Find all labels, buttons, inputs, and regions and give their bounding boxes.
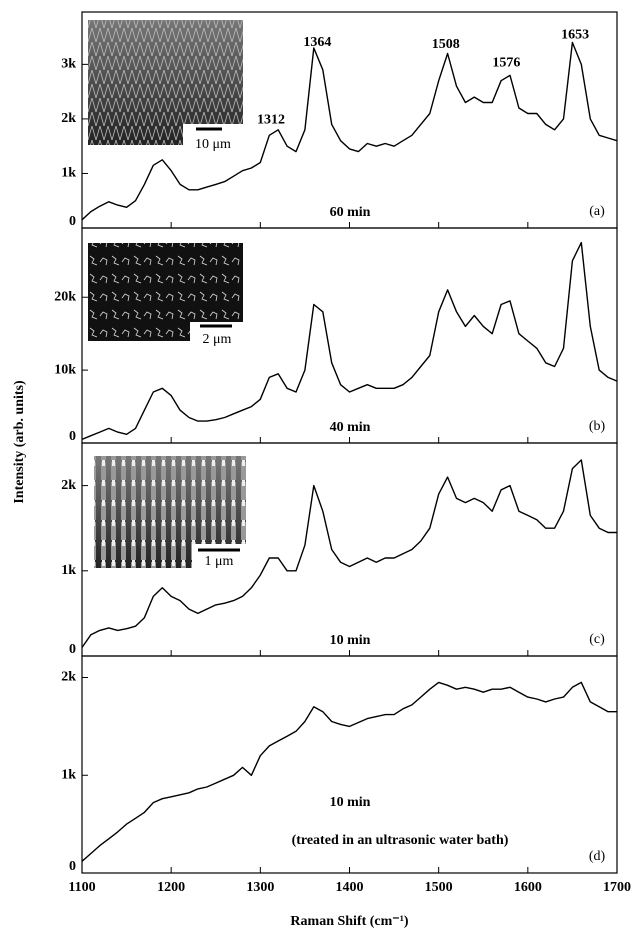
x-tick-label: 1300 xyxy=(246,880,274,895)
panel-label: (d) xyxy=(589,849,606,864)
x-tick-label: 1200 xyxy=(157,880,185,895)
x-tick-label: 1600 xyxy=(514,880,542,895)
y-axis-label: Intensity (arb. units) xyxy=(12,380,27,504)
spectrum-line xyxy=(81,241,618,441)
inset-b xyxy=(88,243,243,352)
y-tick-label: 2k xyxy=(61,111,76,126)
peak-label: 1508 xyxy=(432,37,460,52)
peak-label: 1576 xyxy=(492,56,520,71)
y-tick-label: 10k xyxy=(54,362,76,377)
y-tick-label: 1k xyxy=(61,767,76,782)
inset-scale-label: 1 μm xyxy=(205,554,234,569)
x-tick-label: 1100 xyxy=(68,880,95,895)
annotation: 40 min xyxy=(330,420,371,435)
inset-a xyxy=(88,20,243,156)
x-tick-label: 1400 xyxy=(336,880,364,895)
spectrum-line xyxy=(81,681,617,862)
inset-c xyxy=(94,456,246,574)
spectrum-line xyxy=(81,41,618,221)
y-tick-label: 1k xyxy=(61,563,76,578)
y-tick-label: 0 xyxy=(69,642,76,657)
annotation: 60 min xyxy=(330,205,371,220)
y-tick-label: 2k xyxy=(61,670,76,685)
note: (treated in an ultrasonic water bath) xyxy=(292,833,509,848)
inset-scale-label: 10 μm xyxy=(195,137,231,152)
y-tick-label: 20k xyxy=(54,289,76,304)
panel-label: (a) xyxy=(589,204,605,219)
spectrum-line xyxy=(81,459,617,648)
y-tick-label: 0 xyxy=(69,214,76,229)
x-tick-label: 1500 xyxy=(425,880,453,895)
inset-scale-label: 2 μm xyxy=(203,332,232,347)
y-tick-label: 1k xyxy=(61,166,76,181)
panel-label: (b) xyxy=(589,419,606,434)
annotation: 10 min xyxy=(330,633,371,648)
annotation: 10 min xyxy=(330,795,371,810)
panel-label: (c) xyxy=(589,632,605,647)
peak-label: 1653 xyxy=(561,27,589,42)
peak-label: 1312 xyxy=(257,112,285,127)
y-tick-label: 3k xyxy=(61,57,76,72)
x-tick-label: 1700 xyxy=(603,880,631,895)
y-tick-label: 0 xyxy=(69,429,76,444)
peak-label: 1364 xyxy=(303,35,331,50)
x-axis-label: Raman Shift (cm⁻¹) xyxy=(290,914,408,929)
y-tick-label: 2k xyxy=(61,478,76,493)
y-tick-label: 0 xyxy=(69,859,76,874)
